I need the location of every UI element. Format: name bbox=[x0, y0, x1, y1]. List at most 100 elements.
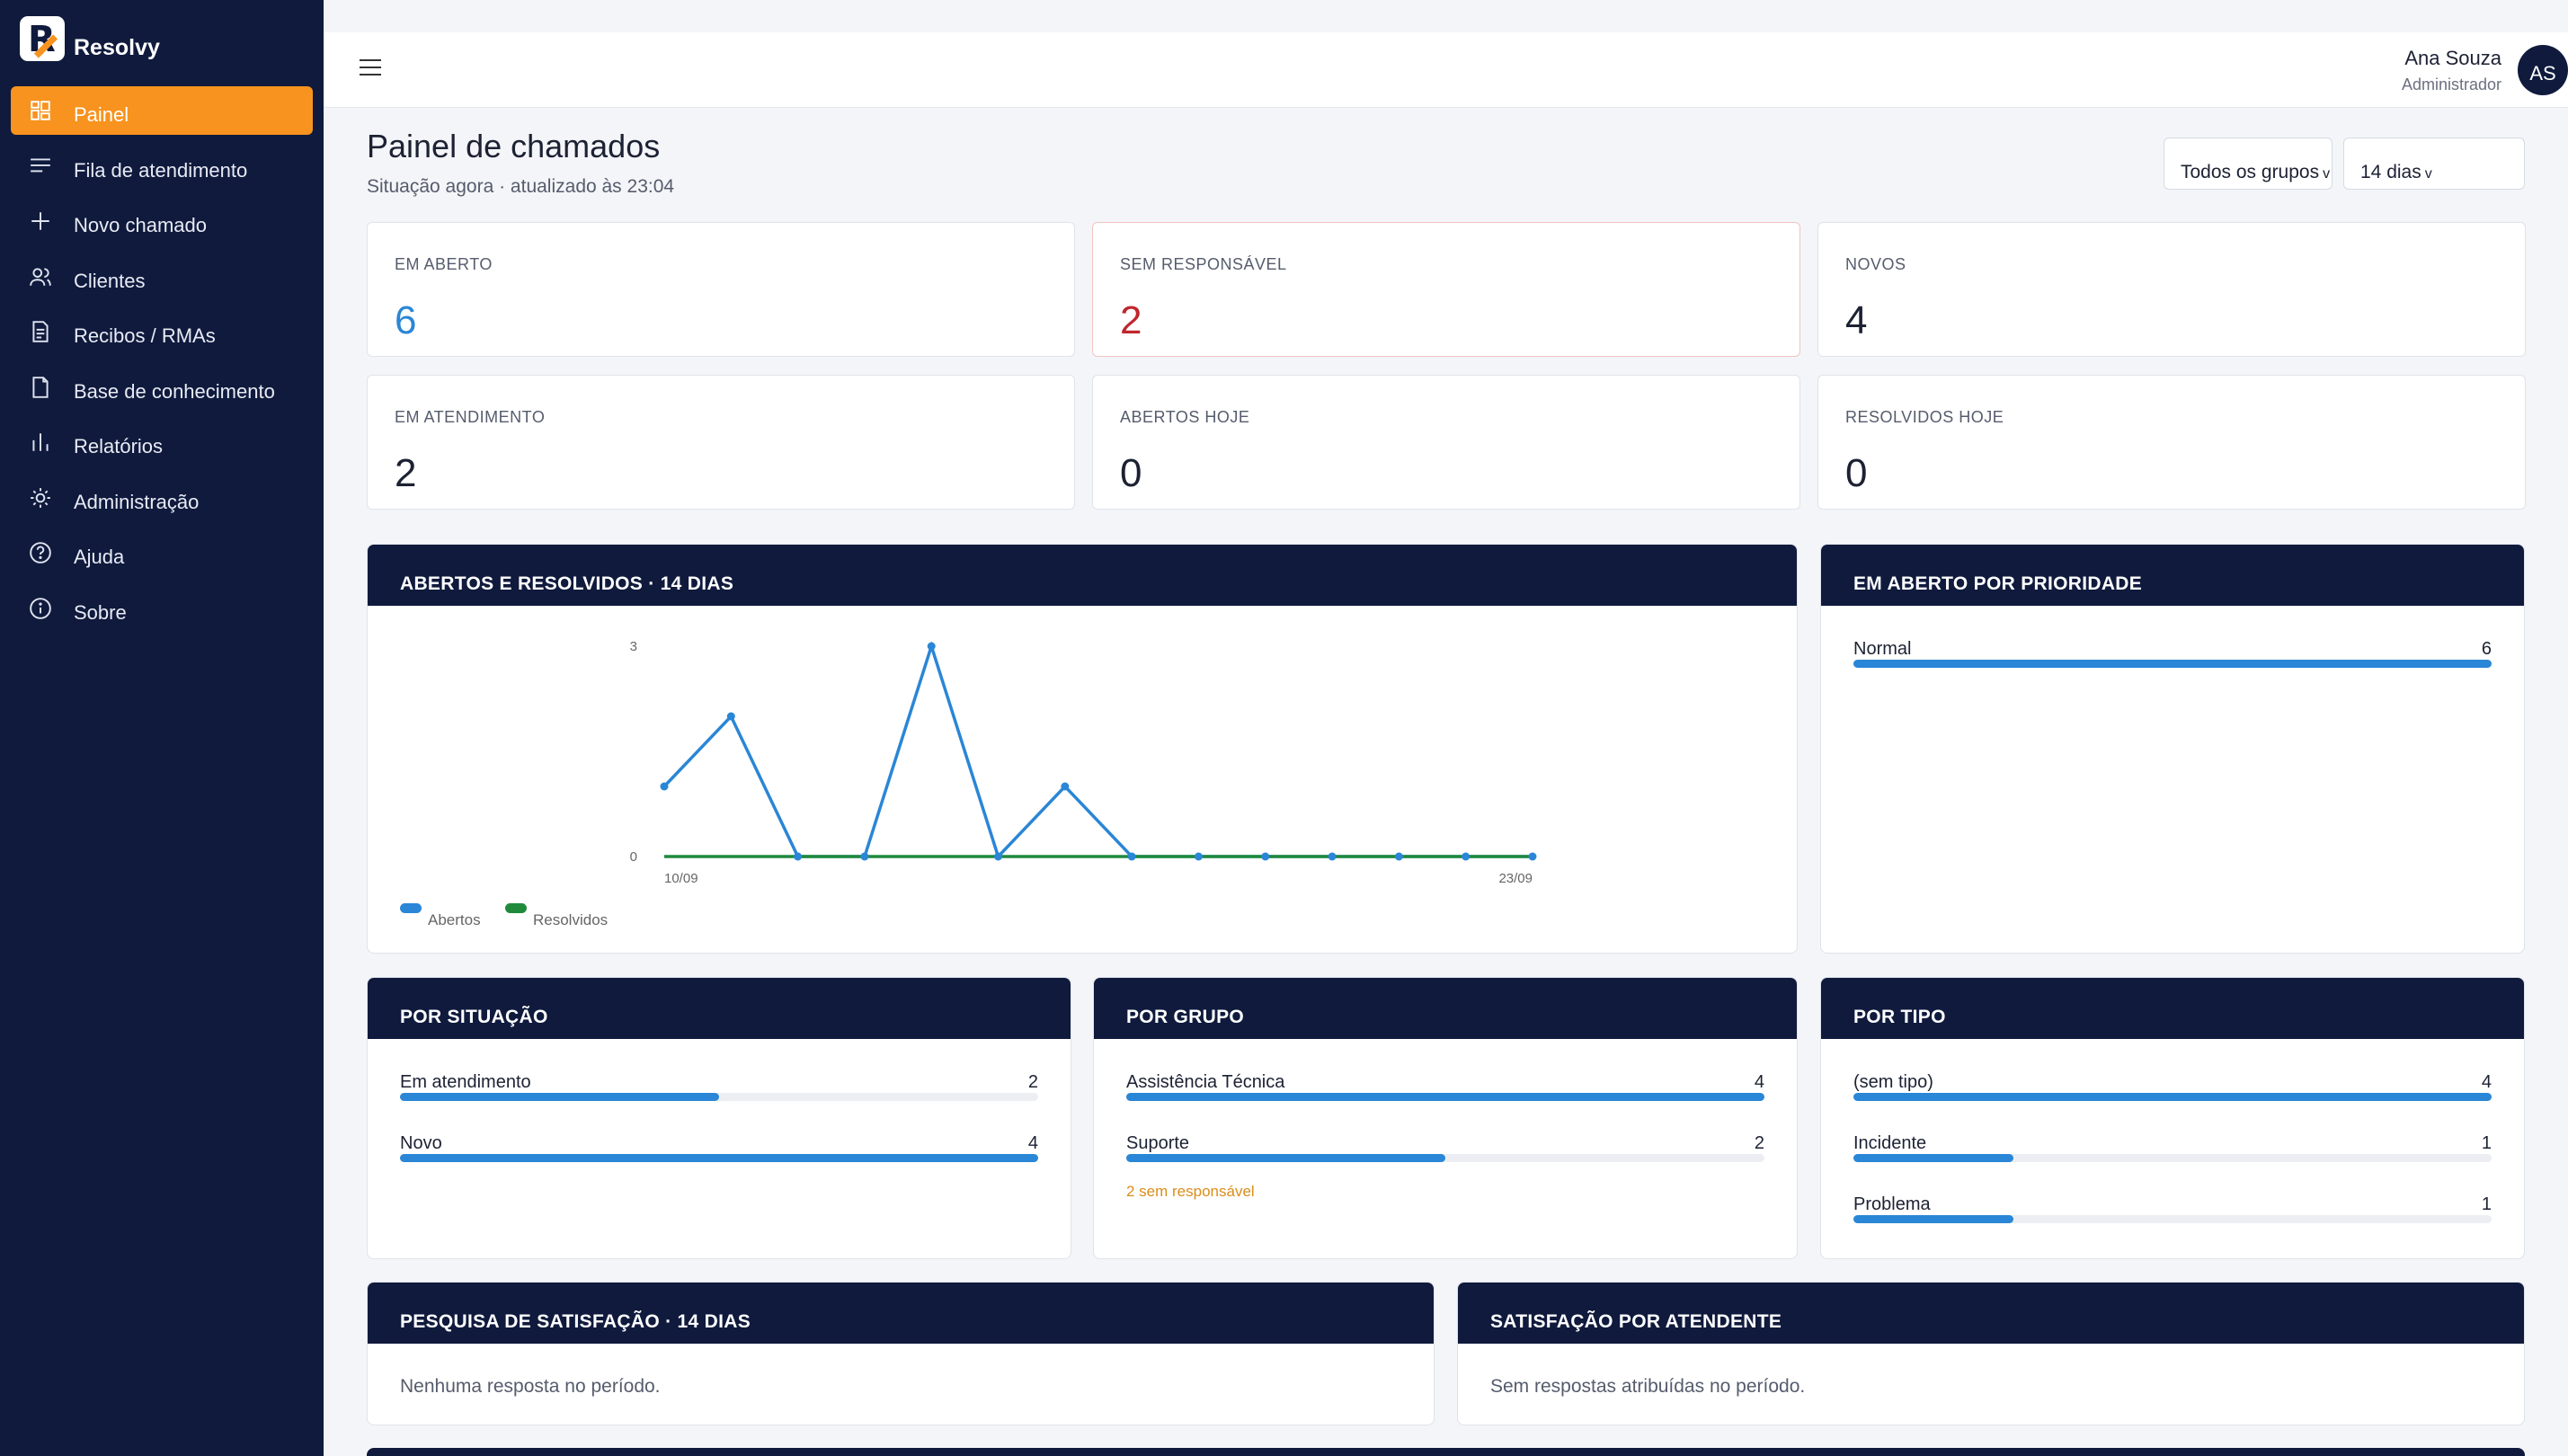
bar-value: 1 bbox=[2481, 1133, 2492, 1153]
kpi-card-novos[interactable]: NOVOS 4 bbox=[1817, 222, 2526, 357]
group-filter-select[interactable]: Todos os grupos v bbox=[2164, 138, 2333, 190]
bar-row[interactable]: Assistência Técnica 4 bbox=[1126, 1072, 1764, 1101]
kpi-card-resolvidos-hoje[interactable]: RESOLVIDOS HOJE 0 bbox=[1817, 375, 2526, 510]
kpi-label: RESOLVIDOS HOJE bbox=[1845, 408, 2004, 426]
kpi-value: 6 bbox=[395, 298, 417, 342]
period-filter-select[interactable]: 14 dias v bbox=[2343, 138, 2525, 190]
bar-row-header: Problema 1 bbox=[1853, 1194, 2492, 1214]
bar-fill bbox=[400, 1093, 719, 1101]
bar-row[interactable]: Incidente 1 bbox=[1853, 1133, 2492, 1162]
page-title: Painel de chamados bbox=[367, 128, 661, 164]
empty-message: Nenhuma resposta no período. bbox=[400, 1376, 661, 1397]
bar-row-header: Incidente 1 bbox=[1853, 1133, 2492, 1153]
kpi-card-abertos-hoje[interactable]: ABERTOS HOJE 0 bbox=[1092, 375, 1800, 510]
sidebar-item-label: Clientes bbox=[74, 269, 146, 292]
bar-value: 1 bbox=[2481, 1194, 2492, 1214]
bar-label: Problema bbox=[1853, 1194, 1931, 1214]
legend-swatch bbox=[400, 903, 422, 913]
sidebar-item-relatorios[interactable]: Relatórios bbox=[11, 418, 313, 466]
bar-fill bbox=[1853, 1154, 2013, 1162]
users-icon bbox=[29, 265, 52, 289]
bar-label: Normal bbox=[1853, 639, 1912, 659]
kpi-card-em-aberto[interactable]: EM ABERTO 6 bbox=[367, 222, 1075, 357]
user-menu[interactable]: Ana Souza Administrador AS bbox=[2402, 45, 2568, 95]
bar-row-header: Novo 4 bbox=[400, 1133, 1038, 1153]
brand-name: Resolvy bbox=[74, 34, 160, 60]
document-icon bbox=[29, 376, 52, 399]
bar-row[interactable]: Problema 1 bbox=[1853, 1194, 2492, 1223]
kpi-card-em-atendimento[interactable]: EM ATENDIMENTO 2 bbox=[367, 375, 1075, 510]
group-panel: POR GRUPO Assistência Técnica 4 Suporte 2 2… bbox=[1093, 977, 1798, 1259]
bar-row-header: Normal 6 bbox=[1853, 639, 2492, 659]
data-point bbox=[1194, 852, 1203, 861]
logo: R bbox=[20, 16, 65, 61]
panel-title: POR SITUAÇÃO bbox=[368, 978, 1071, 1039]
bar-track bbox=[400, 1093, 1038, 1101]
data-point bbox=[860, 852, 869, 861]
user-role: Administrador bbox=[2401, 75, 2501, 93]
menu-toggle-icon[interactable] bbox=[360, 59, 381, 77]
info-icon bbox=[29, 597, 52, 620]
bar-label: Incidente bbox=[1853, 1133, 1927, 1153]
avatar[interactable]: AS bbox=[2518, 45, 2568, 95]
data-point bbox=[660, 782, 669, 791]
kpi-value: 4 bbox=[1845, 298, 1868, 342]
data-point bbox=[1061, 782, 1070, 791]
bar-value: 2 bbox=[1754, 1133, 1764, 1153]
bar-track bbox=[1853, 1154, 2492, 1162]
data-point bbox=[1528, 852, 1537, 861]
sidebar-item-novo-chamado[interactable]: Novo chamado bbox=[11, 197, 313, 245]
panel-title: PESQUISA DE SATISFAÇÃO · 14 DIAS bbox=[368, 1283, 1434, 1344]
agent-satisfaction-panel: SATISFAÇÃO POR ATENDENTE Sem respostas a… bbox=[1457, 1282, 2525, 1425]
bar-label: (sem tipo) bbox=[1853, 1072, 1933, 1092]
data-point bbox=[794, 852, 803, 861]
bar-row[interactable]: Novo 4 bbox=[400, 1133, 1038, 1162]
kpi-label: ABERTOS HOJE bbox=[1120, 408, 1250, 426]
data-point bbox=[927, 642, 936, 651]
bar-row[interactable]: Normal 6 bbox=[1853, 639, 2492, 668]
plus-icon bbox=[29, 209, 52, 233]
sidebar-item-administracao[interactable]: Administração bbox=[11, 474, 313, 522]
sidebar-item-painel[interactable]: Painel bbox=[11, 86, 313, 135]
bar-fill bbox=[1853, 1215, 2013, 1223]
bar-track bbox=[400, 1154, 1038, 1162]
sidebar-item-recibos[interactable]: Recibos / RMAs bbox=[11, 307, 313, 356]
bar-fill bbox=[1853, 1093, 2492, 1101]
bar-label: Suporte bbox=[1126, 1133, 1190, 1153]
legend-label: Abertos bbox=[428, 911, 481, 928]
sidebar-item-fila[interactable]: Fila de atendimento bbox=[11, 142, 313, 191]
panel-title: POR TIPO bbox=[1821, 978, 2524, 1039]
data-point bbox=[1127, 852, 1136, 861]
x-tick-label: 23/09 bbox=[1498, 871, 1533, 886]
panel-title: EM ABERTO POR PRIORIDADE bbox=[1821, 545, 2524, 606]
bar-row[interactable]: Em atendimento 2 bbox=[400, 1072, 1038, 1101]
data-point bbox=[1328, 852, 1337, 861]
sidebar-item-clientes[interactable]: Clientes bbox=[11, 253, 313, 301]
kpi-card-sem-responsavel[interactable]: SEM RESPONSÁVEL 2 bbox=[1092, 222, 1800, 357]
gear-icon bbox=[29, 486, 52, 510]
bar-value: 6 bbox=[2481, 639, 2492, 659]
sidebar-item-base-conhecimento[interactable]: Base de conhecimento bbox=[11, 363, 313, 412]
sidebar-item-label: Ajuda bbox=[74, 546, 125, 568]
topbar: Ana Souza Administrador AS bbox=[324, 32, 2568, 108]
panel-title: SATISFAÇÃO POR ATENDENTE bbox=[1458, 1283, 2524, 1344]
legend-label: Resolvidos bbox=[533, 911, 608, 928]
kpi-value: 0 bbox=[1845, 451, 1868, 495]
unassigned-note[interactable]: 2 sem responsável bbox=[1126, 1183, 1255, 1200]
sidebar-item-ajuda[interactable]: Ajuda bbox=[11, 528, 313, 577]
survey-panel: PESQUISA DE SATISFAÇÃO · 14 DIAS Nenhuma… bbox=[367, 1282, 1435, 1425]
x-tick-label: 10/09 bbox=[664, 871, 698, 886]
bar-row[interactable]: (sem tipo) 4 bbox=[1853, 1072, 2492, 1101]
receipt-icon bbox=[29, 320, 52, 343]
legend-swatch bbox=[505, 903, 527, 913]
kpi-value: 2 bbox=[395, 451, 417, 495]
list-icon bbox=[29, 155, 52, 178]
sidebar-item-sobre[interactable]: Sobre bbox=[11, 584, 313, 633]
bar-label: Novo bbox=[400, 1133, 442, 1153]
y-tick-label: 0 bbox=[630, 849, 637, 865]
bar-label: Assistência Técnica bbox=[1126, 1072, 1285, 1092]
data-point bbox=[994, 852, 1003, 861]
brand[interactable]: R Resolvy bbox=[20, 16, 160, 61]
bar-row[interactable]: Suporte 2 bbox=[1126, 1133, 1764, 1162]
series-line-abertos bbox=[662, 641, 1533, 860]
